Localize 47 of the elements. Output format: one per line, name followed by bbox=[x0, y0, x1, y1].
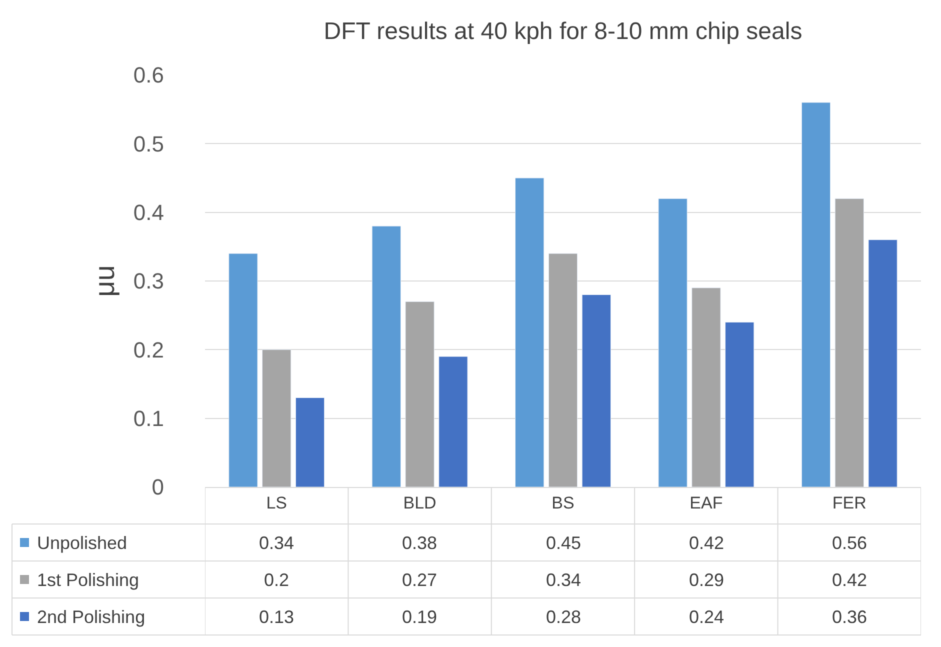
data-label: 0.34 bbox=[546, 570, 582, 590]
chart-title: DFT results at 40 kph for 8-10 mm chip seals bbox=[324, 18, 802, 45]
data-label: 0.2 bbox=[264, 570, 290, 590]
y-axis-title: μu bbox=[89, 265, 120, 297]
y-tick-label: 0 bbox=[152, 474, 164, 500]
data-label: 0.27 bbox=[402, 570, 438, 590]
data-label: 0.13 bbox=[259, 607, 294, 627]
data-label: 0.28 bbox=[546, 607, 582, 627]
data-label: 0.24 bbox=[689, 607, 724, 627]
bar bbox=[372, 226, 401, 487]
data-label: 0.36 bbox=[832, 607, 868, 627]
y-tick-label: 0.2 bbox=[133, 337, 164, 362]
bar bbox=[725, 322, 754, 487]
data-label: 0.42 bbox=[689, 533, 724, 553]
x-tick-label: BS bbox=[552, 493, 574, 512]
x-tick-label: LS bbox=[266, 493, 287, 512]
legend-label: 1st Polishing bbox=[37, 570, 140, 590]
bar bbox=[582, 294, 611, 487]
legend-label: Unpolished bbox=[37, 533, 128, 553]
bar bbox=[405, 301, 434, 487]
bar bbox=[262, 349, 292, 487]
data-label: 0.29 bbox=[689, 570, 724, 590]
data-label: 0.42 bbox=[832, 570, 868, 590]
bar bbox=[801, 102, 831, 487]
bar bbox=[692, 288, 721, 487]
bar bbox=[438, 356, 468, 487]
bar bbox=[548, 253, 578, 487]
y-tick-label: 0.5 bbox=[133, 131, 164, 156]
bar bbox=[658, 198, 688, 487]
data-label: 0.38 bbox=[402, 533, 438, 553]
bar bbox=[834, 198, 864, 487]
data-label: 0.45 bbox=[546, 533, 582, 553]
data-label: 0.56 bbox=[832, 533, 868, 553]
y-tick-label: 0.1 bbox=[133, 406, 164, 432]
bar bbox=[868, 240, 898, 487]
bar bbox=[228, 253, 258, 487]
bar bbox=[295, 397, 325, 487]
x-tick-label: FER bbox=[832, 493, 866, 512]
x-tick-label: BLD bbox=[403, 493, 436, 512]
data-label: 0.34 bbox=[259, 533, 294, 553]
x-tick-label: EAF bbox=[690, 493, 723, 512]
y-tick-label: 0.6 bbox=[133, 62, 164, 88]
legend-label: 2nd Polishing bbox=[37, 607, 146, 627]
y-tick-label: 0.4 bbox=[133, 200, 164, 226]
data-label: 0.19 bbox=[402, 607, 438, 627]
y-tick-label: 0.3 bbox=[133, 268, 164, 294]
bar bbox=[515, 178, 544, 487]
